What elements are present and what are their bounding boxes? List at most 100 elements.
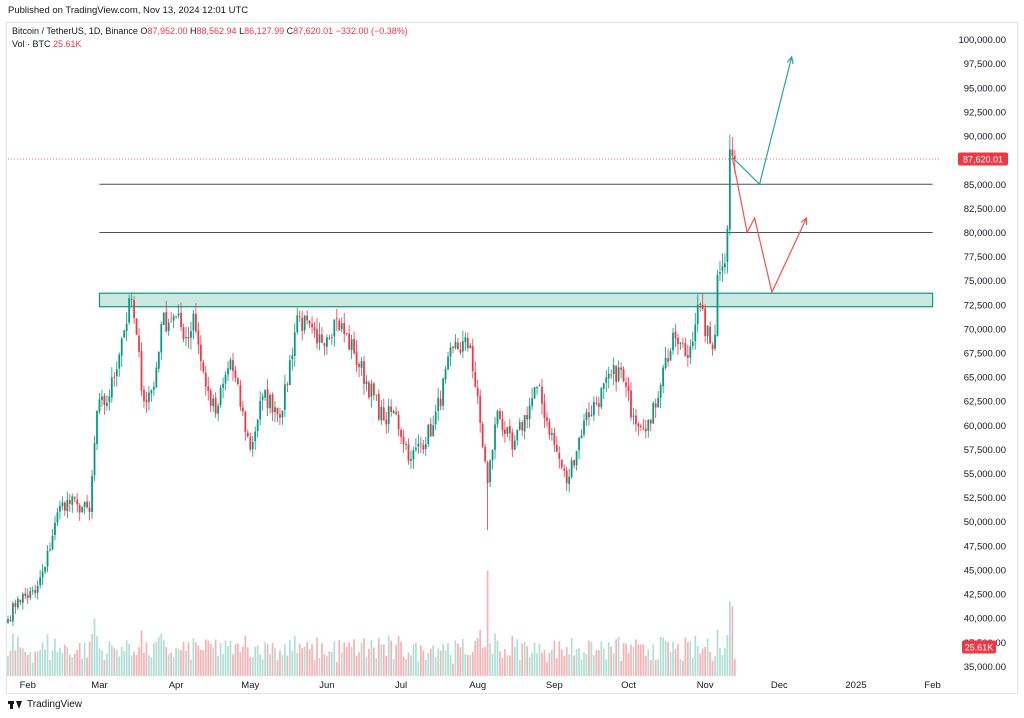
- candle: [7, 615, 9, 624]
- candle-body: [387, 406, 390, 425]
- candle: [667, 348, 669, 367]
- candle-body: [170, 321, 173, 323]
- candle-body: [340, 323, 343, 330]
- candle: [635, 408, 637, 432]
- volume-bar: [49, 659, 51, 676]
- candle-body: [106, 402, 108, 406]
- volume-bar: [627, 652, 630, 676]
- candle-body: [677, 338, 679, 345]
- candle: [170, 311, 173, 323]
- candle-body: [368, 382, 370, 398]
- volume-bar: [617, 636, 620, 676]
- volume-bar: [402, 656, 405, 676]
- candle-body: [232, 360, 234, 371]
- candle: [506, 426, 509, 438]
- candle: [355, 340, 358, 372]
- candle: [12, 601, 14, 626]
- candle: [266, 379, 269, 416]
- volume-bar: [466, 655, 469, 676]
- candle: [555, 436, 558, 453]
- volume-bar: [115, 649, 118, 676]
- candle: [704, 304, 707, 343]
- volume-bar: [642, 643, 645, 676]
- volume-bar: [24, 651, 27, 676]
- candle-body: [44, 567, 46, 572]
- candle-body: [254, 431, 257, 442]
- candle: [711, 342, 714, 356]
- candle: [580, 429, 583, 439]
- volume-bar: [288, 639, 291, 676]
- volume-bar: [575, 649, 578, 676]
- candle-body: [19, 599, 22, 603]
- candle: [190, 321, 192, 350]
- candle-body: [511, 432, 514, 450]
- candle-body: [565, 470, 568, 484]
- volume-bar: [143, 652, 145, 676]
- candle-body: [536, 386, 538, 389]
- candle: [625, 377, 627, 398]
- candle-body: [481, 423, 484, 447]
- volume-bar: [326, 655, 328, 676]
- volume-bar: [259, 654, 262, 676]
- candle: [323, 342, 326, 356]
- candle-body: [271, 394, 274, 413]
- candle: [214, 392, 217, 418]
- volume-bar: [91, 633, 93, 676]
- candle-body: [293, 332, 296, 356]
- change-value: −332.00 (−0.38%): [335, 26, 408, 36]
- candle-body: [353, 338, 355, 353]
- open-label: O: [140, 26, 148, 36]
- candle: [531, 388, 533, 410]
- volume-bar: [261, 658, 264, 676]
- candle: [133, 295, 135, 325]
- candle-body: [345, 333, 348, 335]
- candle-body: [531, 398, 533, 406]
- candle: [165, 301, 168, 333]
- candle: [76, 493, 79, 513]
- last-volume-tag: [962, 640, 996, 654]
- candle-body: [172, 316, 175, 321]
- candle: [706, 325, 709, 345]
- volume-bar: [113, 648, 116, 676]
- candle: [504, 421, 506, 443]
- volume-bar: [195, 642, 197, 676]
- price-axis: 35,000.0037,500.0040,000.0042,500.0045,0…: [958, 35, 1006, 673]
- volume-bar: [214, 639, 217, 676]
- volume-value: 25.61K: [53, 39, 82, 49]
- candle: [110, 367, 113, 403]
- volume-bar: [370, 639, 373, 676]
- candle: [632, 407, 635, 425]
- candle: [454, 334, 457, 350]
- candle: [256, 418, 259, 438]
- candle: [148, 386, 150, 411]
- candle: [684, 337, 687, 357]
- candle: [288, 355, 291, 386]
- volume-bar: [44, 649, 46, 676]
- candle: [36, 580, 39, 600]
- candle-body: [402, 436, 405, 445]
- candle: [138, 328, 140, 358]
- candle-body: [405, 444, 407, 445]
- x-tick-label: Mar: [91, 680, 107, 691]
- candle-body: [439, 398, 442, 407]
- candle: [496, 409, 499, 428]
- candle: [541, 378, 543, 415]
- volume-bar: [605, 659, 608, 676]
- candle-body: [182, 327, 185, 340]
- candle: [345, 333, 348, 336]
- candle: [536, 386, 538, 395]
- candle-body: [234, 370, 237, 379]
- volume-bar: [543, 650, 546, 676]
- candle: [570, 457, 573, 479]
- candle: [583, 413, 585, 438]
- candle-body: [706, 325, 709, 337]
- candle-body: [486, 462, 489, 484]
- candle-body: [546, 417, 548, 421]
- candle-body: [523, 415, 526, 432]
- candle-body: [101, 396, 103, 401]
- close-label: C: [286, 26, 294, 36]
- y-tick-label: 92,500.00: [964, 107, 1006, 118]
- x-tick-label: May: [241, 680, 259, 691]
- volume-bar: [291, 650, 294, 676]
